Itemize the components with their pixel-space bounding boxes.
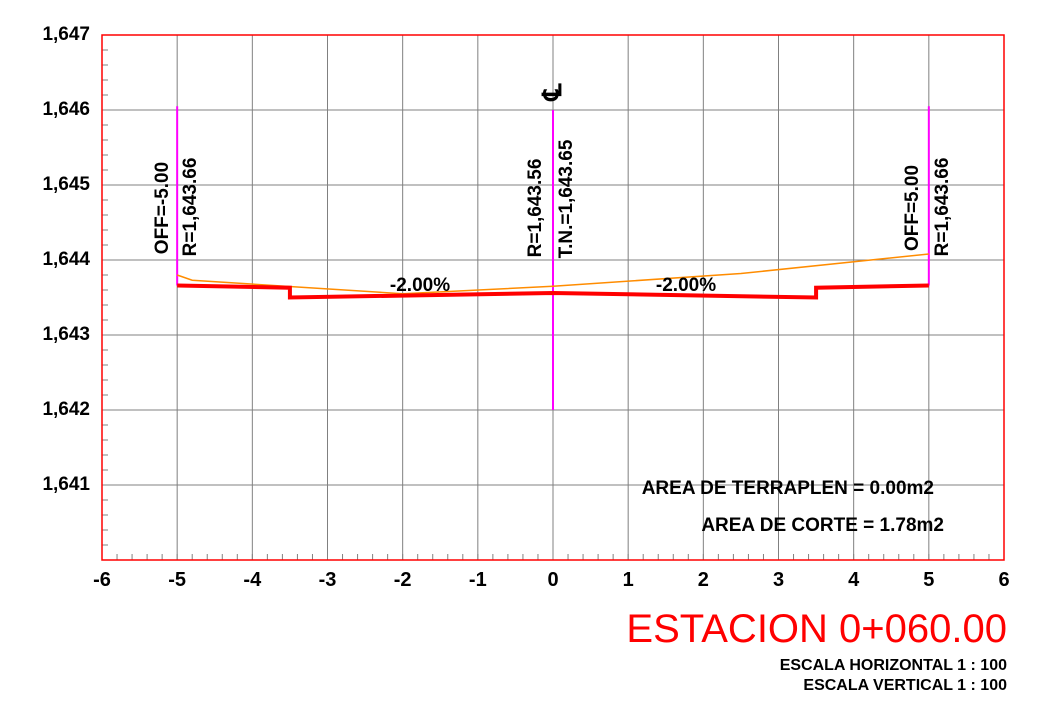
x-tick-label: -3 (319, 569, 337, 591)
x-tick-label: 2 (698, 569, 709, 591)
y-tick-label: 1,643 (42, 324, 90, 345)
chart-frame (101, 34, 1005, 561)
y-tick-label: 1,647 (42, 24, 90, 45)
natural-terrain-line (176, 253, 929, 295)
x-tick-label: -2 (394, 569, 412, 591)
y-tick-label: 1,645 (42, 174, 90, 195)
right-offset-label: OFF=5.00 (902, 165, 923, 251)
x-tick-labels: -6 -5 -4 -3 -2 -1 0 1 2 3 4 5 6 (93, 569, 1009, 591)
station-title: ESTACION 0+060.00 (626, 607, 1007, 651)
x-tick-label: 3 (773, 569, 784, 591)
area-cut-label: AREA DE CORTE = 1.78m2 (701, 515, 944, 536)
y-tick-labels: 1,641 1,642 1,643 1,644 1,645 1,646 1,647 (42, 24, 90, 495)
x-tick-label: 0 (547, 569, 558, 591)
right-elevation-label: R=1,643.66 (932, 158, 953, 257)
x-tick-label: -6 (93, 569, 111, 591)
right-slope-label: -2.00% (656, 275, 716, 296)
left-slope-label: -2.00% (390, 275, 450, 296)
x-tick-label: 6 (998, 569, 1009, 591)
design-section-line (177, 283, 929, 300)
y-tick-label: 1,641 (42, 474, 90, 495)
area-fill-label: AREA DE TERRAPLEN = 0.00m2 (642, 478, 934, 499)
x-tick-label: -5 (168, 569, 186, 591)
y-tick-label: 1,646 (42, 99, 90, 120)
x-tick-label: -4 (243, 569, 262, 591)
center-elevation-label: R=1,643.56 (525, 159, 546, 258)
x-tick-label: 1 (623, 569, 634, 591)
minor-ticks (101, 34, 1005, 561)
centerline-symbol: ℄ (537, 82, 567, 101)
x-tick-label: 5 (923, 569, 934, 591)
center-terrain-label: T.N.=1,643.65 (556, 139, 577, 258)
y-tick-label: 1,644 (42, 249, 90, 270)
x-tick-label: -1 (469, 569, 487, 591)
vertical-scale-label: ESCALA VERTICAL 1 : 100 (803, 677, 1007, 694)
left-offset-label: OFF=-5.00 (152, 162, 173, 254)
x-tick-label: 4 (848, 569, 860, 591)
y-tick-label: 1,642 (42, 399, 90, 420)
series-lines (176, 253, 929, 300)
vertical-markers (176, 106, 930, 410)
horizontal-scale-label: ESCALA HORIZONTAL 1 : 100 (780, 657, 1007, 674)
left-elevation-label: R=1,643.66 (180, 158, 201, 257)
